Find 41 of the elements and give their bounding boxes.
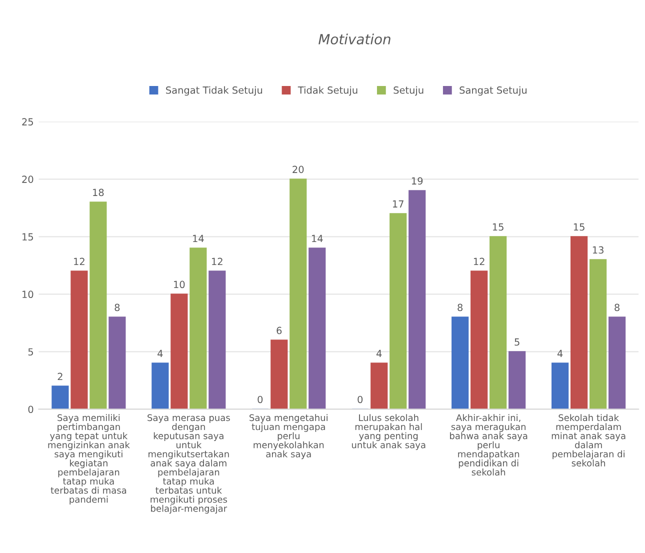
y-tick-label: 20 xyxy=(22,176,34,184)
data-label: 14 xyxy=(312,234,323,242)
data-label: 12 xyxy=(474,258,484,266)
data-label: 18 xyxy=(93,188,104,196)
data-label: 0 xyxy=(358,396,363,404)
data-label: 6 xyxy=(276,326,282,334)
chart-title: Motivation xyxy=(318,34,390,44)
data-label: 17 xyxy=(392,200,404,208)
data-label: 5 xyxy=(514,338,520,346)
data-label: 8 xyxy=(114,304,120,312)
data-label: 8 xyxy=(614,304,620,312)
data-label: 15 xyxy=(492,223,504,231)
data-label: 4 xyxy=(557,350,563,358)
legend-label: Sangat Tidak Setuju xyxy=(166,86,262,96)
y-tick-label: 5 xyxy=(28,348,33,356)
data-label: 14 xyxy=(193,234,204,242)
data-label: 12 xyxy=(74,258,84,266)
legend-label: Sangat Setuju xyxy=(460,86,527,96)
y-tick-label: 15 xyxy=(22,233,33,241)
data-label: 4 xyxy=(376,350,382,358)
category-label: Saya memiliki pertimbangan yang tepat untuk mengizinkan anak saya mengikuti kegiatan pembelajaran tatap muka terbatas di masa pandemi xyxy=(48,414,130,505)
legend-label: Setuju xyxy=(394,86,424,96)
category-label: Saya merasa puas dengan keputusan saya untuk mengikutsertakan anak saya dalam pembelajaran tatap muka terbatas untuk mengikuti proses belajar-mengajar xyxy=(148,414,230,514)
data-label: 15 xyxy=(574,223,584,231)
data-label: 10 xyxy=(174,280,185,288)
data-label: 12 xyxy=(212,258,222,266)
data-label: 13 xyxy=(592,246,604,254)
x-tick-label: Akhir-akhir ini, saya meragukan bahwa anak saya perlu mendapatkan pendidikan di sekolah xyxy=(450,414,528,476)
legend-label: Tidak Setuju xyxy=(298,86,358,96)
data-label: 8 xyxy=(458,304,463,312)
y-tick-label: 10 xyxy=(22,290,34,298)
x-tick-label: Saya mengetahui tujuan mengapa perlu menyekolahkan anak saya xyxy=(250,414,328,460)
x-tick-label: Lulus sekolah merupakan hal yang penting untuk anak saya xyxy=(352,414,426,450)
data-label: 19 xyxy=(412,177,423,185)
data-label: 2 xyxy=(58,372,62,380)
y-tick-label: 0 xyxy=(28,406,34,414)
y-tick-label: 25 xyxy=(22,118,33,126)
data-label: 4 xyxy=(158,350,163,358)
data-label: 20 xyxy=(292,166,304,174)
x-tick-label: Sekolah tidak memperdalam minat anak saya dalam pembelajaran di sekolah xyxy=(552,414,626,466)
data-label: 0 xyxy=(258,396,263,404)
